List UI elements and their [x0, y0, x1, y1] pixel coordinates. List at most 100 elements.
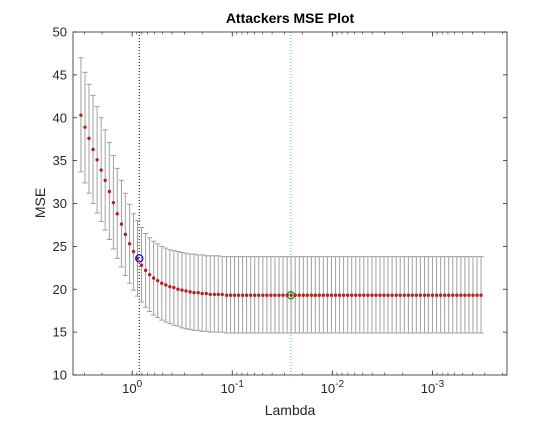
mse-point — [200, 291, 204, 296]
mse-point — [422, 293, 427, 297]
mse-point — [87, 136, 91, 141]
mse-point — [155, 278, 160, 283]
y-tick-label: 45 — [53, 67, 67, 82]
mse-point — [455, 293, 459, 297]
mse-point — [426, 293, 431, 297]
mse-point — [459, 293, 463, 297]
mse-point — [390, 293, 394, 297]
mse-point — [354, 293, 358, 297]
x-axis: 100 10-1 10-2 10-3 — [84, 32, 503, 396]
mse-point — [188, 290, 192, 294]
mse-point — [224, 293, 229, 297]
mse-point — [442, 293, 447, 297]
mse-point — [83, 125, 87, 129]
x-tick-label: 10-2 — [321, 379, 345, 396]
mse-point — [248, 293, 253, 297]
mse-point — [164, 283, 168, 287]
mse-point — [471, 293, 475, 297]
mse-point — [281, 293, 285, 297]
mse-point — [394, 293, 398, 297]
mse-point — [147, 272, 152, 277]
mse-point — [321, 293, 326, 297]
mse-point — [451, 293, 455, 297]
y-tick-label: 25 — [53, 239, 67, 254]
y-axis: 10 15 20 25 30 35 40 45 50 — [53, 25, 507, 383]
x-tick-label: 10-3 — [421, 379, 445, 396]
mse-point — [160, 281, 164, 285]
mse-point — [192, 290, 196, 295]
mse-point — [216, 292, 220, 297]
mse-point — [135, 256, 140, 261]
y-tick-label: 15 — [53, 325, 67, 340]
chart-title: Attackers MSE Plot — [226, 10, 355, 26]
mse-point — [180, 288, 184, 292]
mse-point — [115, 212, 119, 216]
lambda-min-marker — [286, 291, 295, 300]
mse-point — [337, 293, 342, 297]
mse-point — [273, 293, 277, 297]
mse-point — [127, 242, 132, 246]
mse-point — [467, 293, 471, 297]
mse-point — [119, 222, 124, 226]
mse-point — [131, 249, 136, 254]
mse-point — [358, 293, 362, 297]
x-tick-label: 10-1 — [221, 379, 245, 396]
x-tick-label: 100 — [122, 379, 142, 396]
mse-point — [329, 293, 334, 297]
mse-point — [479, 293, 483, 297]
y-tick-label: 10 — [53, 368, 67, 383]
data-points — [79, 113, 483, 297]
mse-point — [228, 293, 233, 297]
mse-point — [345, 293, 350, 297]
highlight-markers — [135, 254, 295, 300]
mse-point — [362, 293, 366, 297]
mse-point — [220, 292, 224, 297]
mse-point — [402, 293, 407, 297]
mse-point — [313, 293, 318, 297]
mse-point — [414, 293, 419, 297]
mse-point — [289, 293, 293, 297]
y-tick-label: 40 — [53, 110, 67, 125]
mse-point — [475, 293, 479, 297]
mse-point — [410, 293, 414, 297]
mse-point — [257, 293, 261, 297]
lambda-1se-marker — [135, 254, 144, 263]
mse-point — [374, 293, 378, 297]
mse-point — [111, 200, 116, 205]
mse-point — [317, 293, 322, 297]
mse-point — [301, 293, 306, 297]
mse-point — [406, 293, 411, 297]
mse-point — [366, 293, 370, 297]
mse-point — [107, 189, 112, 194]
y-tick-label: 35 — [53, 153, 67, 168]
mse-point — [382, 293, 386, 297]
y-axis-label: MSE — [32, 188, 48, 218]
mse-point — [91, 147, 95, 152]
mse-point — [277, 293, 281, 297]
mse-point — [265, 293, 269, 297]
mse-point — [325, 293, 330, 297]
mse-point — [418, 293, 423, 297]
mse-point — [99, 168, 103, 172]
mse-point — [236, 293, 241, 297]
y-tick-label: 20 — [53, 282, 67, 297]
mse-point — [341, 293, 346, 297]
mse-point — [309, 293, 314, 297]
mse-point — [447, 293, 451, 297]
mse-point — [261, 293, 265, 297]
mse-point — [143, 268, 148, 273]
mse-point — [297, 293, 301, 297]
mse-point — [184, 289, 188, 293]
mse-point — [139, 263, 144, 267]
mse-point — [168, 284, 172, 289]
mse-point — [212, 292, 217, 297]
mse-point — [244, 293, 249, 297]
mse-point — [370, 293, 374, 297]
mse-point — [151, 276, 156, 280]
mse-point — [204, 291, 208, 296]
mse-point — [333, 293, 338, 297]
mse-point — [386, 293, 390, 297]
plot-area — [73, 32, 507, 375]
mse-point — [240, 293, 245, 297]
